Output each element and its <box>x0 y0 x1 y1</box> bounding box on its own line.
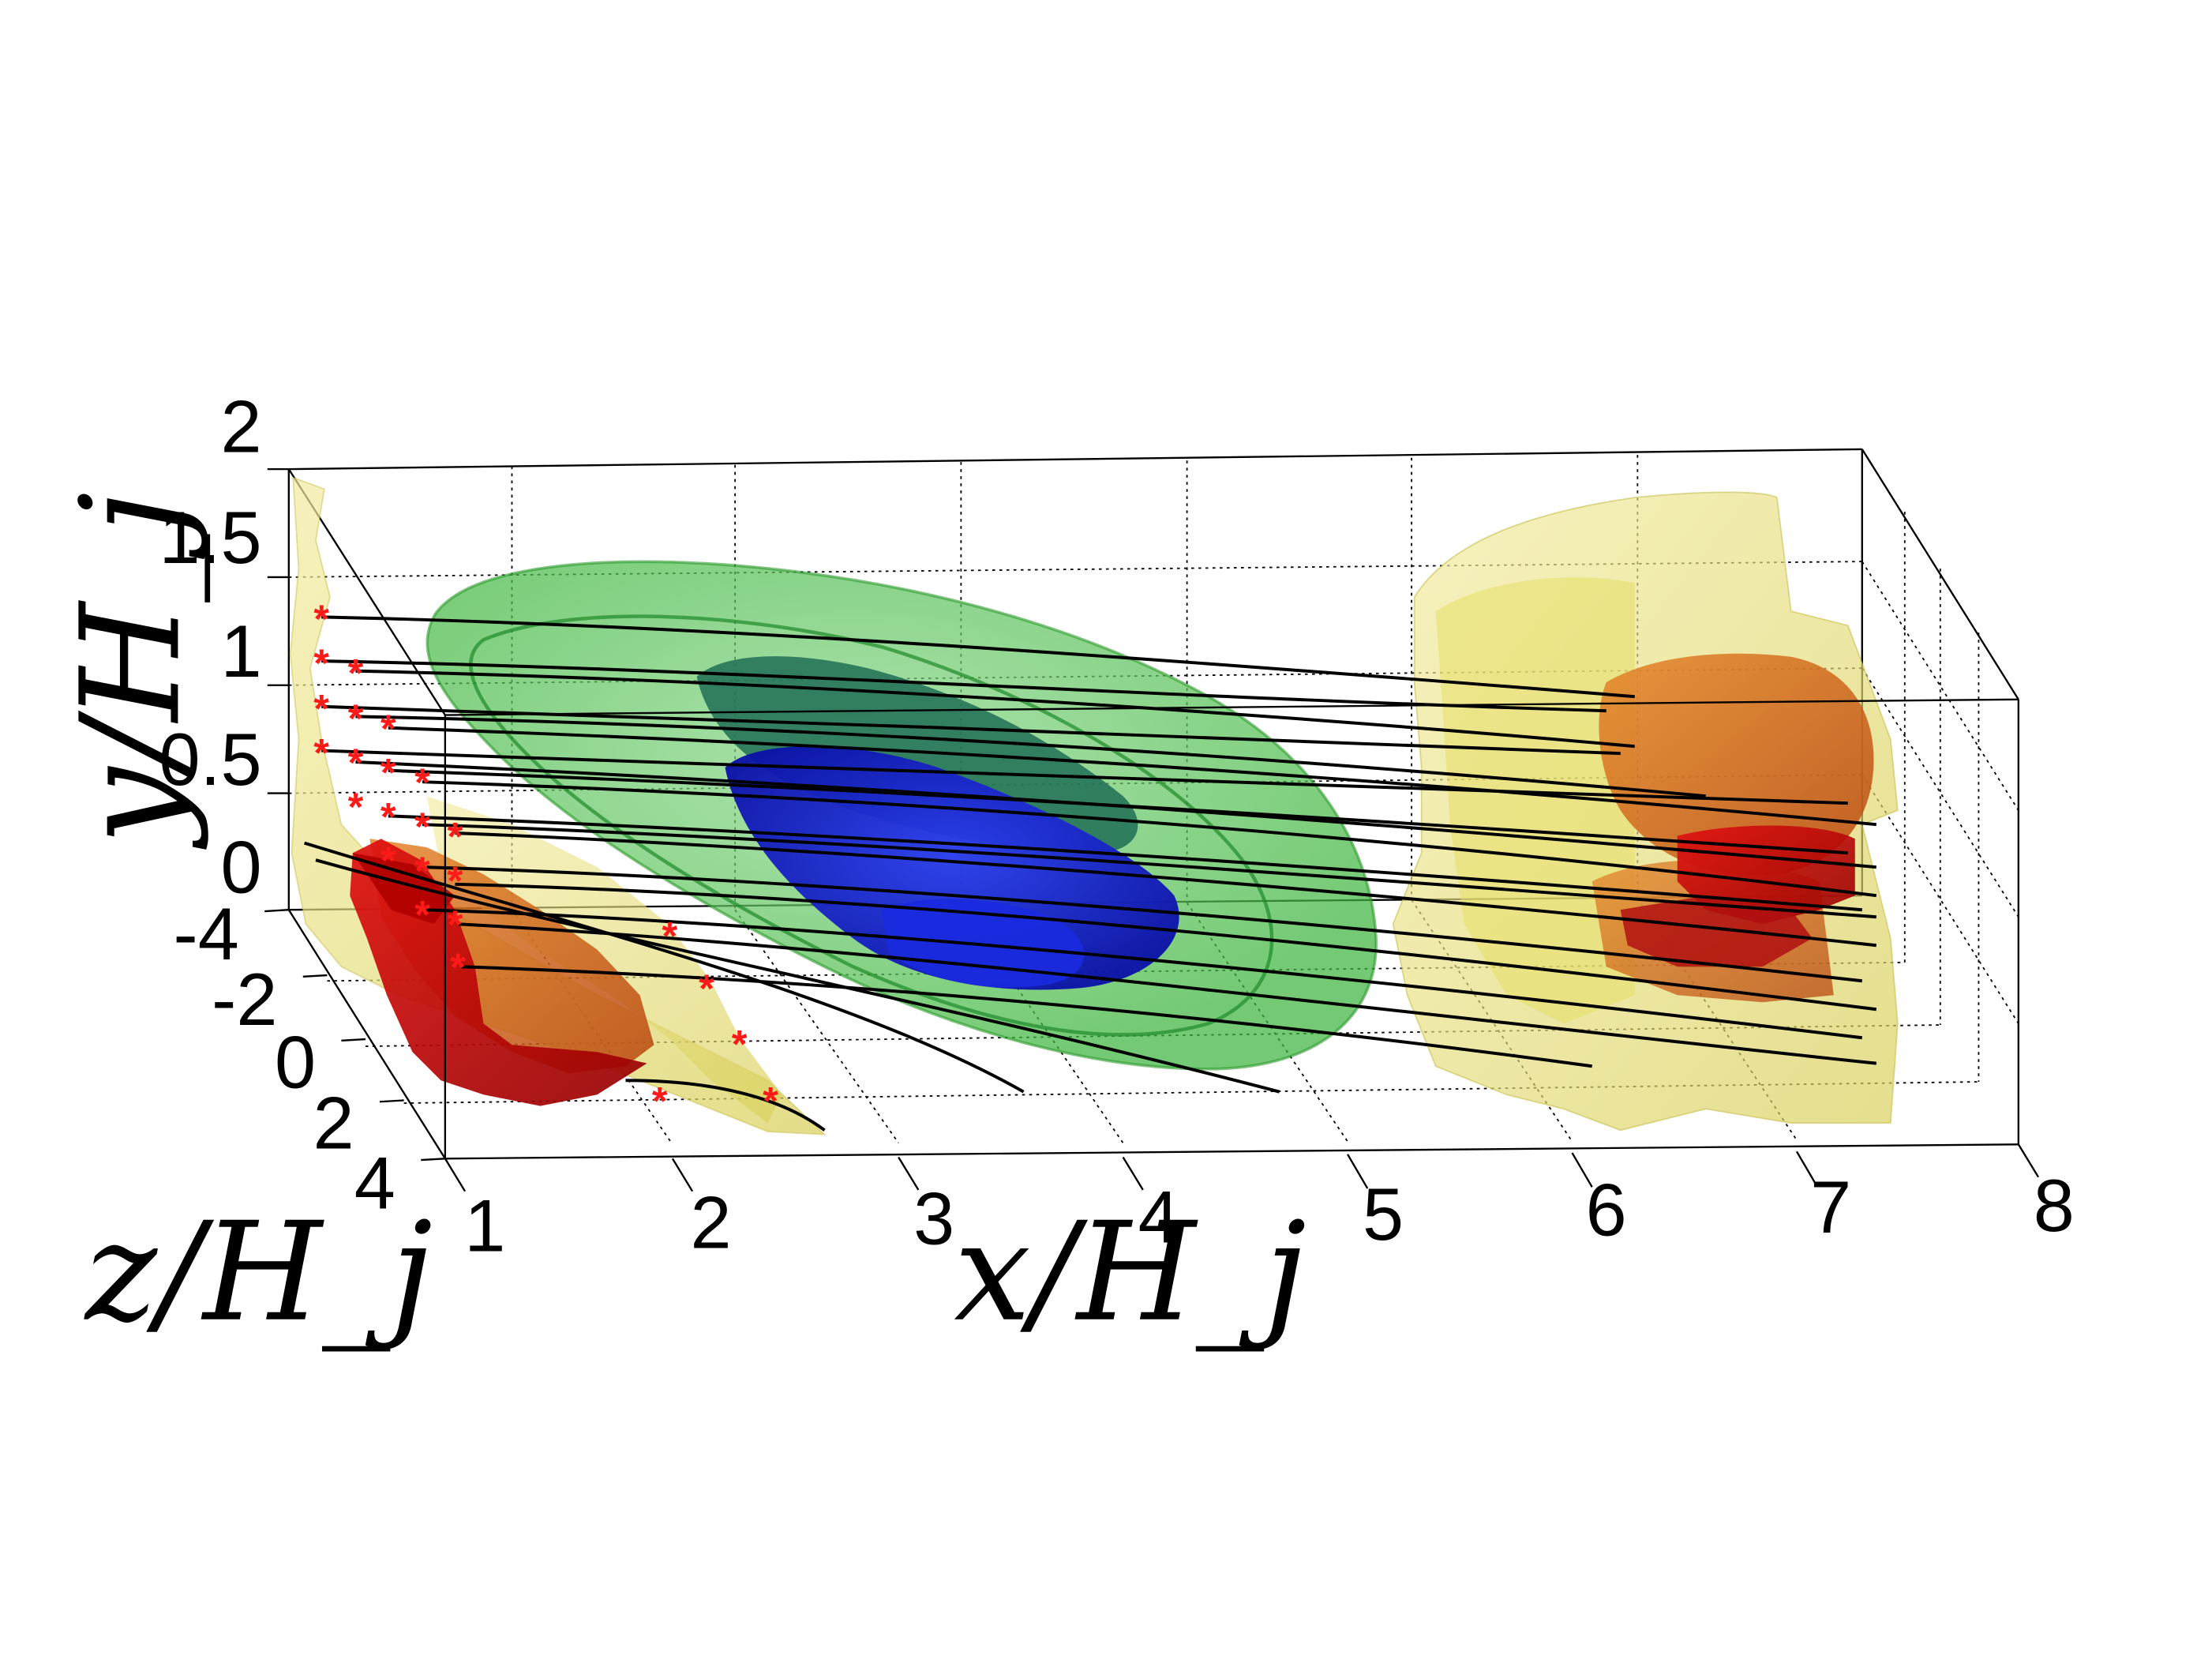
x-tick-label: 3 <box>913 1177 954 1259</box>
streamlines <box>304 615 1877 1132</box>
red-isosurface-right-lower <box>1620 895 1813 967</box>
x-tick-labels: 1 2 3 4 5 6 7 8 <box>464 1164 2075 1267</box>
svg-text:*: * <box>662 914 677 959</box>
y-tick-label: 0 <box>221 826 262 909</box>
left-isosurfaces <box>289 476 827 1135</box>
tick-marks <box>264 467 2040 1192</box>
svg-text:*: * <box>348 740 364 785</box>
red-isosurface-left-top <box>352 853 456 925</box>
x-tick-label: 7 <box>1810 1165 1851 1248</box>
svg-text:*: * <box>381 838 396 883</box>
x-tick-label: 2 <box>690 1181 731 1264</box>
z-tick-label: -4 <box>174 892 239 975</box>
svg-text:*: * <box>348 784 364 829</box>
svg-text:*: * <box>450 944 466 989</box>
svg-text:*: * <box>313 640 329 685</box>
x-tick-label: 5 <box>1363 1173 1404 1256</box>
svg-text:*: * <box>348 651 364 696</box>
axes-box-front <box>444 698 2019 1160</box>
z-tick-label: 2 <box>313 1082 354 1165</box>
svg-text:*: * <box>414 848 430 893</box>
seed-markers: * * * * * * * * * * * * * * * * * * * * … <box>313 596 778 1123</box>
y-tick-label: 1 <box>221 610 262 693</box>
svg-text:*: * <box>448 814 463 859</box>
yellow-isosurface-right-ribbons <box>1435 577 1635 1024</box>
blue-isosurface-lobe <box>881 899 1085 988</box>
svg-text:*: * <box>414 892 430 937</box>
svg-text:*: * <box>652 1078 668 1123</box>
x-tick-label: 8 <box>2034 1164 2075 1247</box>
x-tick-label: 6 <box>1586 1168 1627 1251</box>
svg-text:*: * <box>381 706 396 751</box>
y-tick-label: 0.5 <box>159 718 261 801</box>
z-tick-label: -2 <box>212 958 277 1041</box>
svg-text:*: * <box>448 858 463 903</box>
svg-text:*: * <box>414 760 430 805</box>
x-tick-label: 4 <box>1138 1175 1179 1258</box>
x-axis-label: x/H_j <box>954 1193 1306 1352</box>
svg-text:*: * <box>381 750 396 795</box>
central-vortex <box>426 560 1378 1071</box>
z-tick-label: 4 <box>354 1141 396 1224</box>
svg-text:*: * <box>381 794 396 839</box>
z-axis-label: z/H_j <box>84 1193 433 1352</box>
svg-text:*: * <box>414 804 430 849</box>
svg-text:*: * <box>313 596 329 641</box>
x-tick-label: 1 <box>464 1184 505 1267</box>
svg-text:*: * <box>313 686 329 731</box>
z-tick-labels: -4 -2 0 2 4 <box>174 892 396 1224</box>
y-tick-label: 1.5 <box>159 496 261 579</box>
z-tick-label: 0 <box>275 1020 316 1103</box>
y-axis-label: y/H_j <box>51 492 210 850</box>
svg-text:*: * <box>732 1021 748 1066</box>
svg-text:*: * <box>763 1078 778 1123</box>
svg-text:*: * <box>448 902 463 947</box>
svg-text:*: * <box>699 966 714 1011</box>
svg-text:*: * <box>348 696 364 741</box>
y-tick-label: 2 <box>221 385 262 468</box>
svg-text:*: * <box>313 730 329 775</box>
orange-isosurface-right <box>1599 653 1874 876</box>
y-tick-labels: 0 0.5 1 1.5 2 <box>159 385 261 909</box>
